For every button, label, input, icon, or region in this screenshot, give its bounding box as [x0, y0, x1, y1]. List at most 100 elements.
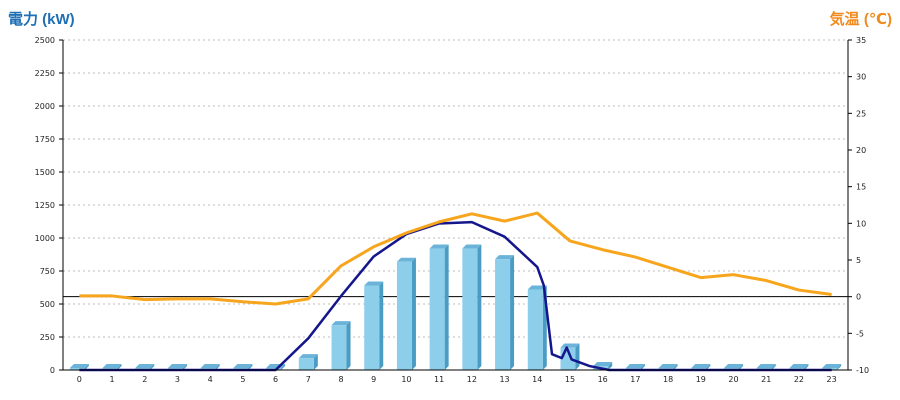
- x-tick-label: 17: [630, 375, 640, 384]
- power-bar: [298, 358, 314, 370]
- right-tick-label: 0: [856, 293, 861, 302]
- x-tick-label: 15: [565, 375, 575, 384]
- bar-top: [298, 354, 318, 359]
- left-tick-label: 2250: [35, 69, 55, 78]
- right-axis-title: 気温 (℃): [829, 11, 892, 28]
- x-tick-label: 0: [77, 375, 82, 384]
- power-bar: [527, 289, 543, 370]
- x-tick-label: 1: [110, 375, 115, 384]
- left-tick-label: 500: [40, 300, 55, 309]
- right-tick-label: -10: [856, 366, 869, 375]
- x-tick-label: 4: [208, 375, 213, 384]
- left-axis-title: 電力 (kW): [8, 11, 75, 28]
- x-tick-label: 13: [499, 375, 509, 384]
- right-tick-label: 5: [856, 256, 861, 265]
- bar-side: [477, 244, 482, 370]
- bar-side: [346, 321, 351, 370]
- bar-top: [135, 364, 155, 368]
- right-tick-label: 30: [856, 73, 866, 82]
- left-tick-label: 1000: [35, 234, 55, 243]
- bar-top: [527, 285, 547, 290]
- bar-side: [117, 364, 122, 370]
- right-tick-label: 10: [856, 219, 866, 228]
- x-tick-label: 11: [434, 375, 444, 384]
- bar-side: [379, 281, 384, 370]
- x-tick-label: 5: [240, 375, 245, 384]
- bar-top: [789, 364, 809, 368]
- x-tick-label: 22: [794, 375, 804, 384]
- right-tick-label: 15: [856, 183, 866, 192]
- left-tick-label: 1250: [35, 201, 55, 210]
- bar-top: [102, 364, 122, 368]
- x-tick-label: 7: [306, 375, 311, 384]
- bar-top: [822, 364, 842, 368]
- bar-side: [248, 364, 253, 370]
- bar-side: [739, 364, 744, 370]
- bar-top: [724, 364, 744, 368]
- bar-side: [771, 364, 776, 370]
- bar-side: [84, 364, 89, 370]
- x-tick-label: 9: [371, 375, 376, 384]
- power-bar: [331, 325, 347, 370]
- bar-side: [804, 364, 809, 370]
- power-bar: [495, 259, 511, 370]
- temperature-line: [79, 211, 832, 306]
- left-tick-label: 2500: [35, 36, 55, 45]
- bar-top: [69, 364, 89, 368]
- power-bar: [364, 285, 380, 370]
- bar-side: [444, 244, 449, 370]
- left-tick-label: 750: [40, 267, 55, 276]
- right-tick-label: -5: [856, 329, 864, 338]
- bar-side: [706, 364, 711, 370]
- bar-top: [233, 364, 253, 368]
- x-tick-label: 23: [827, 375, 837, 384]
- bar-top: [593, 362, 613, 367]
- power-bar: [69, 368, 85, 370]
- bar-side: [411, 257, 416, 370]
- right-tick-label: 35: [856, 36, 866, 45]
- right-tick-label: 25: [856, 109, 866, 118]
- bar-top: [756, 364, 776, 368]
- left-tick-label: 0: [50, 366, 55, 375]
- bar-top: [625, 364, 645, 368]
- bar-side: [673, 364, 678, 370]
- x-tick-label: 3: [175, 375, 180, 384]
- power-line: [79, 220, 832, 372]
- bar-top: [495, 255, 515, 260]
- bar-side: [215, 364, 220, 370]
- x-tick-label: 6: [273, 375, 278, 384]
- bar-side: [575, 343, 580, 370]
- bar-top: [396, 257, 416, 262]
- bar-side: [510, 255, 515, 370]
- bar-side: [150, 364, 155, 370]
- left-tick-label: 1750: [35, 135, 55, 144]
- power-bar: [429, 248, 445, 370]
- bar-top: [429, 244, 449, 249]
- x-tick-label: 16: [598, 375, 608, 384]
- x-tick-label: 10: [401, 375, 411, 384]
- bar-top: [331, 321, 351, 326]
- x-tick-label: 18: [663, 375, 673, 384]
- x-tick-label: 14: [532, 375, 542, 384]
- bar-top: [167, 364, 187, 368]
- bar-side: [281, 364, 286, 370]
- left-tick-label: 250: [40, 333, 55, 342]
- bar-top: [560, 343, 580, 348]
- bar-top: [462, 244, 482, 249]
- power-bar: [396, 261, 412, 370]
- x-tick-label: 20: [728, 375, 738, 384]
- bar-side: [640, 364, 645, 370]
- bar-top: [691, 364, 711, 368]
- right-tick-label: 20: [856, 146, 866, 155]
- x-tick-label: 19: [696, 375, 706, 384]
- bar-side: [837, 364, 842, 370]
- left-tick-label: 1500: [35, 168, 55, 177]
- bar-top: [364, 281, 384, 286]
- x-tick-label: 2: [142, 375, 147, 384]
- bar-top: [658, 364, 678, 368]
- x-tick-label: 12: [467, 375, 477, 384]
- bar-side: [313, 354, 318, 370]
- bar-top: [200, 364, 220, 368]
- power-bar: [462, 248, 478, 370]
